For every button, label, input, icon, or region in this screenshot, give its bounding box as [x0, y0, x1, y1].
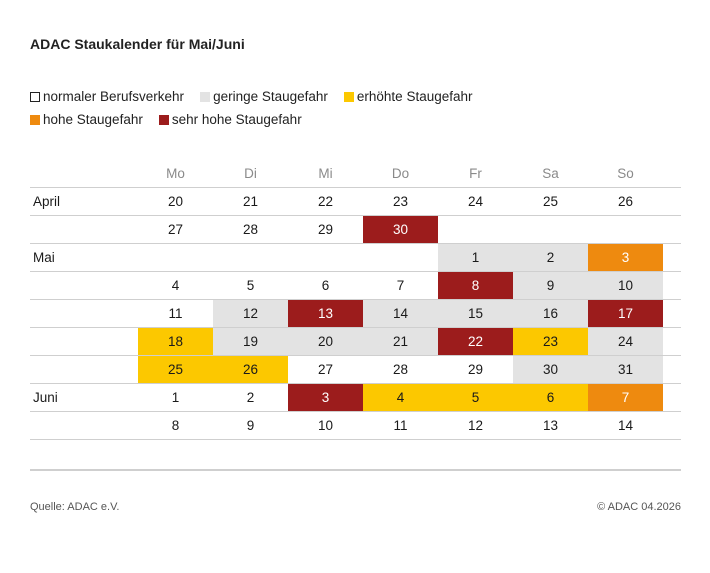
day-cell: 5 — [213, 272, 288, 299]
calendar-row: April 20 21 22 23 24 25 26 — [30, 188, 681, 216]
calendar-row: 27 28 29 30 — [30, 216, 681, 244]
day-cell: 10 — [288, 412, 363, 439]
legend-label-sehr-hoch: sehr hohe Staugefahr — [171, 112, 302, 127]
legend-label-erhoht: erhöhte Staugefahr — [356, 89, 473, 104]
bottom-divider — [30, 469, 681, 471]
day-cell: 30 — [363, 216, 438, 243]
day-cell: 4 — [138, 272, 213, 299]
month-label: Mai — [33, 250, 55, 265]
calendar-row: 25 26 27 28 29 30 31 — [30, 356, 681, 384]
legend-label-hoch: hohe Staugefahr — [43, 112, 143, 127]
calendar-row: 18 19 20 21 22 23 24 — [30, 328, 681, 356]
weekday-6: So — [617, 166, 634, 181]
chart-title: ADAC Staukalender für Mai/Juni — [30, 36, 245, 52]
day-cell: 1 — [438, 244, 513, 271]
day-cell: 28 — [363, 356, 438, 383]
day-cell: 5 — [438, 384, 513, 411]
day-cell: 31 — [588, 356, 663, 383]
calendar-row: 4 5 6 7 8 9 10 — [30, 272, 681, 300]
day-cell: 8 — [438, 272, 513, 299]
day-cell: 14 — [363, 300, 438, 327]
day-cell: 9 — [513, 272, 588, 299]
day-cell: 3 — [588, 244, 663, 271]
day-cell: 26 — [588, 188, 663, 215]
weekday-0: Mo — [166, 166, 185, 181]
day-cell: 2 — [513, 244, 588, 271]
day-cell: 28 — [213, 216, 288, 243]
legend-swatch-erhoht — [343, 91, 354, 102]
legend-item-erhoht: erhöhte Staugefahr — [343, 89, 473, 104]
day-cell: 27 — [288, 356, 363, 383]
day-cell: 20 — [138, 188, 213, 215]
day-cell: 7 — [363, 272, 438, 299]
day-cell: 13 — [513, 412, 588, 439]
day-cell: 30 — [513, 356, 588, 383]
legend-row-2: hohe Staugefahr sehr hohe Staugefahr — [30, 112, 318, 127]
calendar-row: 8 9 10 11 12 13 14 — [30, 412, 681, 440]
day-cell: 6 — [288, 272, 363, 299]
day-cell: 2 — [213, 384, 288, 411]
day-cell: 1 — [138, 384, 213, 411]
day-cell: 16 — [513, 300, 588, 327]
day-cell: 12 — [438, 412, 513, 439]
legend-item-normal: normaler Berufsverkehr — [30, 89, 184, 104]
day-cell: 15 — [438, 300, 513, 327]
day-cell: 25 — [138, 356, 213, 383]
calendar-row: Mai 1 2 3 — [30, 244, 681, 272]
day-cell: 29 — [288, 216, 363, 243]
legend-label-normal: normaler Berufsverkehr — [43, 89, 185, 104]
day-cell: 13 — [288, 300, 363, 327]
copyright-note: © ADAC 04.2026 — [597, 501, 681, 513]
legend-row-1: normaler Berufsverkehr geringe Staugefah… — [30, 89, 489, 104]
day-cell: 3 — [288, 384, 363, 411]
day-cell: 24 — [588, 328, 663, 355]
day-cell: 14 — [588, 412, 663, 439]
day-cell: 19 — [213, 328, 288, 355]
weekday-2: Mi — [318, 166, 333, 181]
traffic-calendar: Mo Di Mi Do Fr Sa So April 20 21 22 23 24 25 26 27 28 29… — [30, 160, 681, 440]
day-cell: 27 — [138, 216, 213, 243]
weekday-3: Do — [391, 166, 410, 181]
day-cell: 7 — [588, 384, 663, 411]
legend-item-sehr-hoch: sehr hohe Staugefahr — [158, 112, 302, 127]
day-cell: 11 — [363, 412, 438, 439]
day-cell: 29 — [438, 356, 513, 383]
day-cell: 23 — [513, 328, 588, 355]
day-cell: 6 — [513, 384, 588, 411]
day-cell: 17 — [588, 300, 663, 327]
day-cell: 21 — [363, 328, 438, 355]
day-cell: 12 — [213, 300, 288, 327]
month-label: April — [33, 194, 61, 209]
day-cell: 23 — [363, 188, 438, 215]
day-cell: 9 — [213, 412, 288, 439]
weekday-header: Mo Di Mi Do Fr Sa So — [30, 160, 681, 188]
day-cell: 18 — [138, 328, 213, 355]
legend-label-gering: geringe Staugefahr — [213, 89, 328, 104]
calendar-row: 11 12 13 14 15 16 17 — [30, 300, 681, 328]
day-cell: 11 — [138, 300, 213, 327]
day-cell: 4 — [363, 384, 438, 411]
weekday-5: Sa — [542, 166, 559, 181]
day-cell: 10 — [588, 272, 663, 299]
weekday-1: Di — [244, 166, 257, 181]
day-cell: 26 — [213, 356, 288, 383]
source-note: Quelle: ADAC e.V. — [30, 501, 120, 513]
day-cell: 21 — [213, 188, 288, 215]
day-cell: 20 — [288, 328, 363, 355]
calendar-row: Juni 1 2 3 4 5 6 7 — [30, 384, 681, 412]
legend-swatch-gering — [200, 91, 211, 102]
legend-swatch-normal — [30, 91, 40, 102]
day-cell: 22 — [438, 328, 513, 355]
weekday-4: Fr — [469, 166, 482, 181]
legend-swatch-hoch — [30, 114, 40, 125]
month-label: Juni — [33, 390, 58, 405]
day-cell: 25 — [513, 188, 588, 215]
day-cell: 24 — [438, 188, 513, 215]
day-cell: 8 — [138, 412, 213, 439]
legend-item-gering: geringe Staugefahr — [200, 89, 328, 104]
day-cell: 22 — [288, 188, 363, 215]
legend-swatch-sehr-hoch — [158, 114, 169, 125]
legend-item-hoch: hohe Staugefahr — [30, 112, 143, 127]
